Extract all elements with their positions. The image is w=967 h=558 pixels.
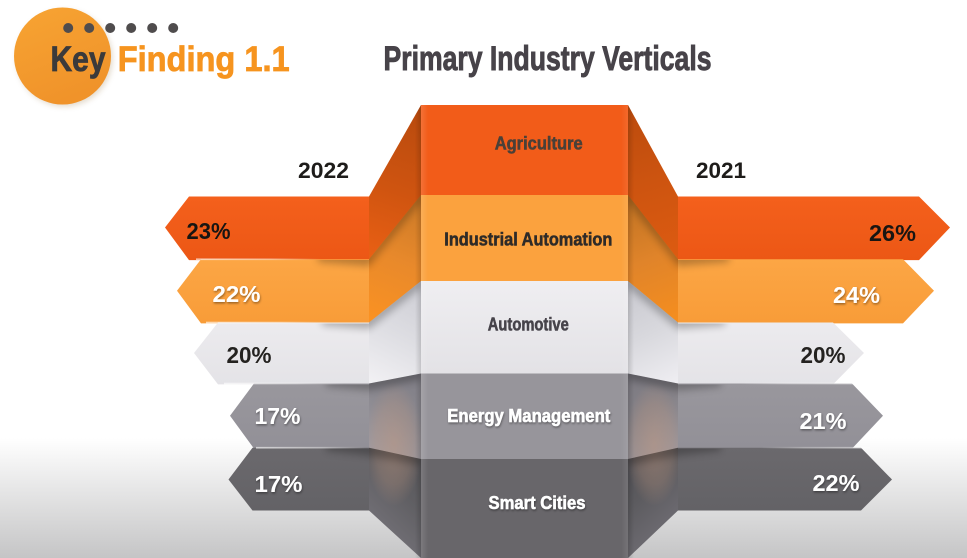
svg-text:17%: 17%: [255, 403, 301, 429]
svg-text:Energy Management: Energy Management: [447, 406, 610, 426]
svg-text:Agriculture: Agriculture: [495, 134, 583, 154]
svg-text:Industrial Automation: Industrial Automation: [444, 230, 612, 250]
svg-text:Finding 1.1: Finding 1.1: [118, 39, 290, 79]
svg-text:Automotive: Automotive: [488, 315, 569, 335]
svg-text:Smart Cities: Smart Cities: [489, 493, 586, 513]
svg-text:2022: 2022: [298, 158, 349, 183]
svg-text:17%: 17%: [255, 471, 303, 497]
svg-text:Primary Industry Verticals: Primary Industry Verticals: [384, 40, 712, 78]
svg-text:22%: 22%: [213, 281, 261, 307]
svg-text:26%: 26%: [869, 220, 916, 246]
svg-text:2021: 2021: [696, 158, 746, 183]
svg-text:24%: 24%: [833, 282, 880, 308]
svg-text:22%: 22%: [813, 470, 860, 496]
svg-text:23%: 23%: [187, 218, 231, 244]
svg-text:20%: 20%: [227, 342, 272, 368]
svg-text:20%: 20%: [801, 342, 846, 368]
svg-text:Key: Key: [51, 39, 106, 79]
svg-text:21%: 21%: [800, 408, 847, 434]
